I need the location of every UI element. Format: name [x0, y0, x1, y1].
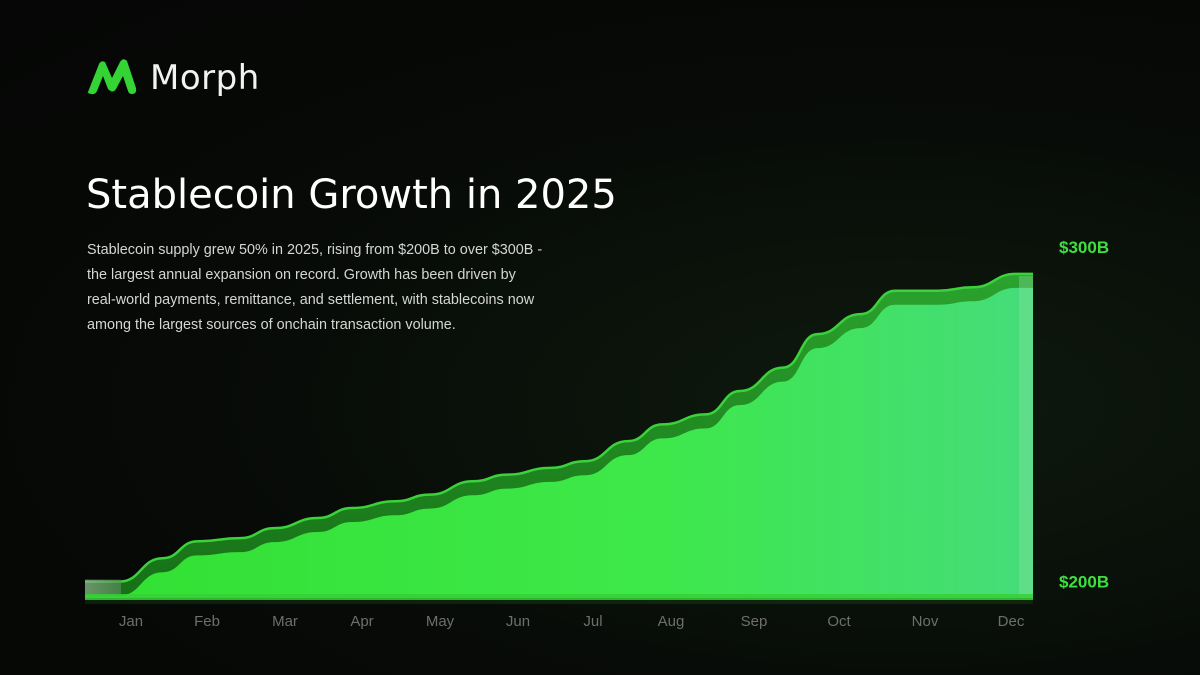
- area-top-ribbon: [85, 273, 1033, 596]
- page-description: Stablecoin supply grew 50% in 2025, risi…: [87, 242, 543, 333]
- area-fill: [85, 273, 1033, 598]
- x-tick-label-dec: Dec: [998, 613, 1025, 630]
- x-tick-label-jul: Jul: [583, 613, 602, 630]
- x-tick-label-apr: Apr: [350, 613, 373, 630]
- area-start-cap: [85, 579, 121, 596]
- x-tick-label-mar: Mar: [272, 613, 298, 630]
- area-baseline: [85, 594, 1033, 600]
- x-tick-label-feb: Feb: [194, 613, 220, 630]
- y-tick-label-200: $200B: [1059, 573, 1109, 592]
- x-tick-label-nov: Nov: [912, 613, 939, 630]
- x-tick-label-jan: Jan: [119, 613, 143, 630]
- area-top-edge: [85, 272, 1033, 583]
- page-title: Stablecoin Growth in 2025: [86, 172, 617, 218]
- x-tick-label-jun: Jun: [506, 613, 530, 630]
- x-tick-label-aug: Aug: [658, 613, 685, 630]
- brand-name: Morph: [150, 58, 260, 98]
- area-right-edge: [1019, 275, 1033, 598]
- brand-logo: Morph: [86, 58, 260, 98]
- x-tick-label-may: May: [426, 613, 455, 630]
- y-tick-label-300: $300B: [1059, 238, 1109, 257]
- morph-logo-icon: [87, 59, 137, 95]
- x-tick-label-sep: Sep: [741, 613, 768, 630]
- x-tick-label-oct: Oct: [827, 613, 851, 630]
